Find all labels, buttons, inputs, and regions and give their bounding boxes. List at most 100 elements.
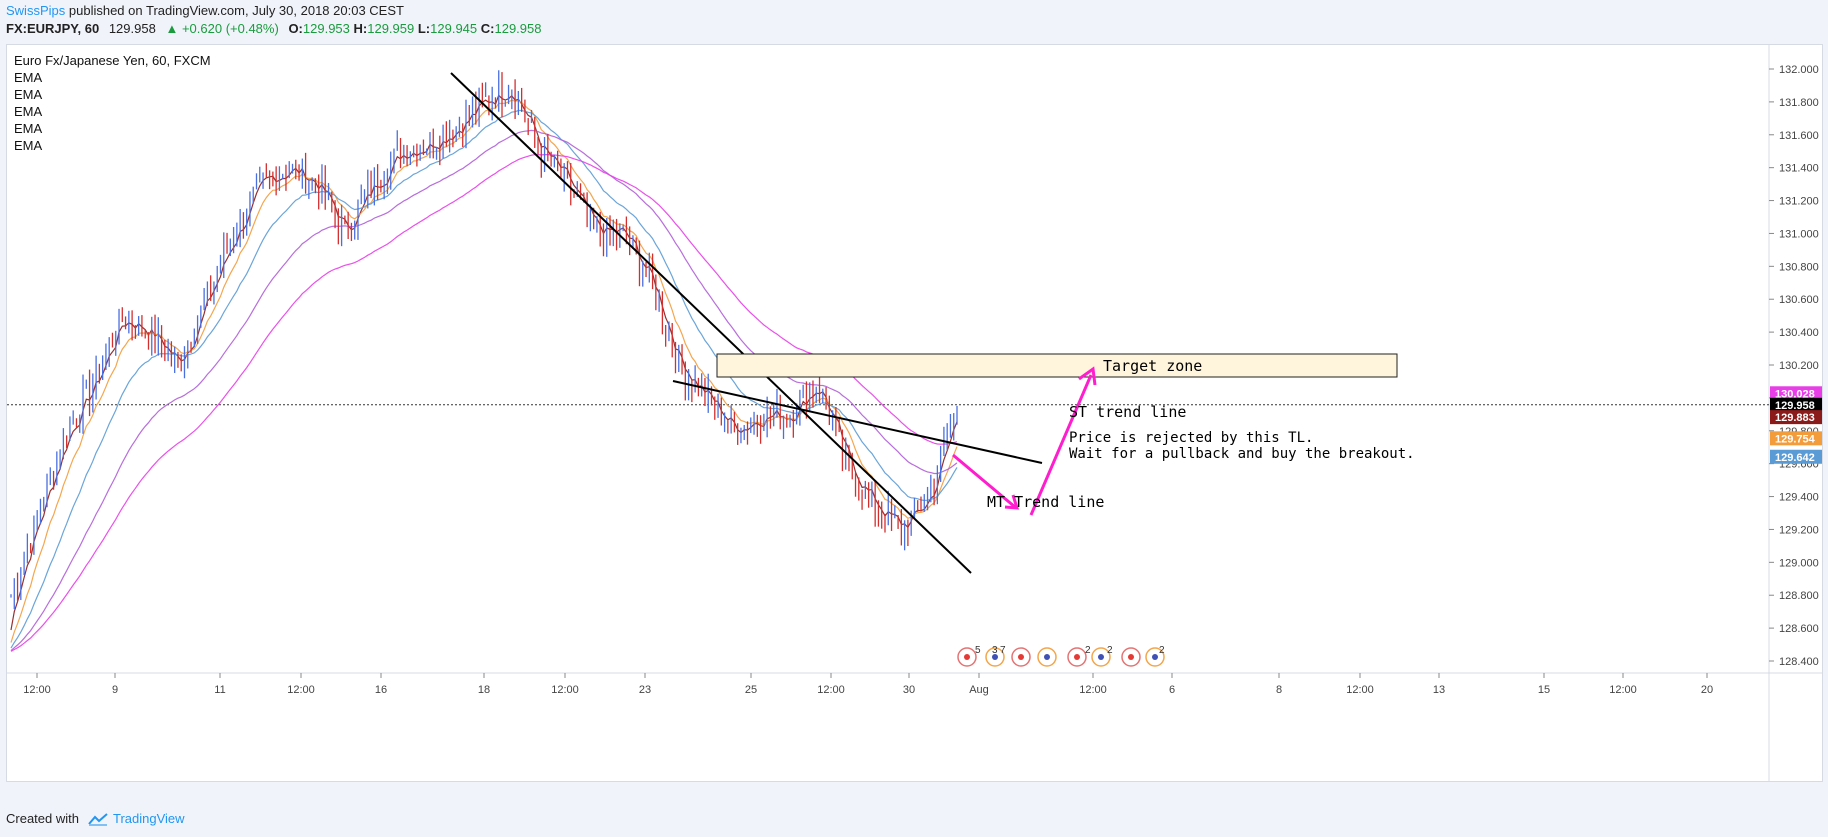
footer: Created with TradingView — [6, 811, 185, 826]
legend-ema-5[interactable]: EMA — [14, 138, 43, 153]
tradingview-logo-icon — [88, 812, 108, 826]
ema-violet-line — [10, 129, 958, 652]
y-tick-label: 131.800 — [1779, 97, 1819, 109]
legend-ema-3[interactable]: EMA — [14, 104, 43, 119]
close-value: 129.958 — [494, 21, 542, 36]
x-tick-label: Aug — [969, 684, 989, 696]
event-icon-dot — [1152, 654, 1158, 660]
x-tick-label: 20 — [1701, 684, 1713, 696]
legend-ema-4[interactable]: EMA — [14, 121, 43, 136]
price-tag-label: 129.883 — [1775, 412, 1815, 424]
event-count: 7 — [1000, 645, 1006, 656]
y-tick-label: 130.800 — [1779, 261, 1819, 273]
event-count: 2 — [1085, 645, 1091, 656]
published-text: published on TradingView.com, July 30, 2… — [68, 3, 404, 18]
event-icon-dot — [1098, 654, 1104, 660]
x-tick-label: 12:00 — [551, 684, 579, 696]
low-value: 129.945 — [430, 21, 478, 36]
event-count: 2 — [1159, 645, 1165, 656]
x-tick-label: 23 — [639, 684, 651, 696]
event-icon-dot — [1128, 654, 1134, 660]
mt-trend-line-label: MT Trend line — [987, 493, 1104, 511]
legend-ema-1[interactable]: EMA — [14, 70, 43, 85]
high-value: 129.959 — [367, 21, 415, 36]
x-tick-label: 30 — [903, 684, 915, 696]
y-tick-label: 130.400 — [1779, 327, 1819, 339]
arrow-down — [952, 453, 1016, 509]
price-chart[interactable]: 132.000 131.800 131.600 131.400 131.200 131.0… — [7, 45, 1822, 781]
note-line-1: Price is rejected by this TL. — [1069, 430, 1313, 446]
up-arrow-icon: ▲ — [165, 21, 179, 36]
close-label: C: — [480, 21, 495, 36]
y-tick-label: 129.200 — [1779, 524, 1819, 536]
note-line-2: Wait for a pullback and buy the breakout… — [1069, 446, 1415, 462]
x-tick-label: 6 — [1169, 684, 1175, 696]
y-tick-label: 128.600 — [1779, 623, 1819, 635]
event-icon-dot — [1018, 654, 1024, 660]
event-icon-dot — [1044, 654, 1050, 660]
st-trend-line-label: ST trend line — [1069, 403, 1186, 421]
legend-ema-2[interactable]: EMA — [14, 87, 43, 102]
publisher-link[interactable]: SwissPips — [6, 3, 66, 18]
symbol: FX:EURJPY, 60 — [6, 21, 100, 36]
price-tag — [1770, 386, 1822, 401]
publish-info: SwissPips published on TradingView.com, … — [6, 3, 404, 18]
x-tick-label: 16 — [375, 684, 387, 696]
x-tick-label: 12:00 — [287, 684, 315, 696]
price-tag — [1770, 449, 1822, 464]
y-tick-label: 131.400 — [1779, 163, 1819, 175]
st-trend-line — [672, 380, 1043, 464]
price-tag — [1770, 431, 1822, 446]
open-value: 129.953 — [302, 21, 350, 36]
x-tick-label: 12:00 — [1346, 684, 1374, 696]
low-label: L: — [417, 21, 431, 36]
created-with-text: Created with — [6, 811, 79, 826]
x-tick-label: 12:00 — [817, 684, 845, 696]
y-tick-label: 131.200 — [1779, 196, 1819, 208]
mt-trend-line — [450, 72, 972, 574]
tradingview-brand[interactable]: TradingView — [112, 811, 185, 826]
x-tick-label: 13 — [1433, 684, 1445, 696]
y-tick-label: 130.200 — [1779, 360, 1819, 372]
y-tick-label: 129.400 — [1779, 492, 1819, 504]
arrow-up-head — [1078, 366, 1097, 386]
last-price: 129.958 — [108, 21, 156, 36]
y-tick-label: 130.600 — [1779, 294, 1819, 306]
event-count: 2 — [1107, 645, 1113, 656]
quote-bar: FX:EURJPY, 60 129.958 ▲ +0.620 (+0.48%) … — [6, 21, 541, 36]
price-tag-label: 129.754 — [1775, 433, 1816, 445]
x-tick-label: 8 — [1276, 684, 1282, 696]
event-icon-dot — [964, 654, 970, 660]
event-icon-dot — [1074, 654, 1080, 660]
price-tag — [1770, 410, 1822, 425]
tradingview-link[interactable]: TradingView — [87, 811, 185, 826]
open-label: O: — [288, 21, 303, 36]
y-tick-label: 131.600 — [1779, 130, 1819, 142]
price-change: +0.620 (+0.48%) — [181, 21, 279, 36]
target-zone-label: Target zone — [1103, 357, 1202, 375]
x-tick-label: 15 — [1538, 684, 1550, 696]
y-tick-label: 128.400 — [1779, 656, 1819, 668]
x-tick-label: 9 — [112, 684, 118, 696]
y-tick-label: 132.000 — [1779, 64, 1819, 76]
arrow-down-head — [1004, 494, 1020, 510]
ema-magenta-line — [10, 153, 958, 652]
event-count: 3 — [992, 645, 998, 656]
event-count: 5 — [975, 645, 981, 656]
target-zone-box — [716, 353, 1398, 378]
x-tick-label: 12:00 — [1079, 684, 1107, 696]
y-tick-label: 128.800 — [1779, 590, 1819, 602]
x-tick-label: 11 — [214, 684, 225, 696]
chart-panel[interactable]: 132.000 131.800 131.600 131.400 131.200 131.0… — [6, 44, 1823, 782]
price-tag-label: 129.958 — [1775, 400, 1815, 412]
y-tick-label: 129.000 — [1779, 557, 1819, 569]
price-tag — [1770, 397, 1822, 412]
x-tick-label: 12:00 — [23, 684, 51, 696]
x-tick-label: 25 — [745, 684, 757, 696]
price-tag-label: 129.642 — [1775, 452, 1815, 464]
y-tick-label: 131.000 — [1779, 228, 1819, 240]
legend-title: Euro Fx/Japanese Yen, 60, FXCM — [14, 53, 211, 68]
arrow-up — [1029, 374, 1093, 516]
price-tag-label: 130.028 — [1775, 388, 1815, 400]
event-icon-dot — [992, 654, 998, 660]
